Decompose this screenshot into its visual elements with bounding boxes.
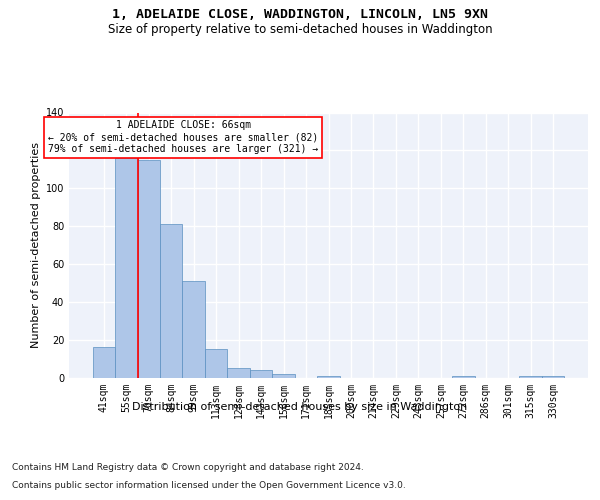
Bar [137,160,160,378]
Text: Contains public sector information licensed under the Open Government Licence v3: Contains public sector information licen… [12,481,406,490]
Bar [250,370,272,378]
Bar [452,376,475,378]
Text: Distribution of semi-detached houses by size in Waddington: Distribution of semi-detached houses by … [133,402,467,412]
Bar [115,158,137,378]
Bar [542,376,565,378]
Text: Contains HM Land Registry data © Crown copyright and database right 2024.: Contains HM Land Registry data © Crown c… [12,462,364,471]
Bar [92,347,115,378]
Bar [205,349,227,378]
Bar [160,224,182,378]
Bar [520,376,542,378]
Bar [227,368,250,378]
Text: 1 ADELAIDE CLOSE: 66sqm
← 20% of semi-detached houses are smaller (82)
79% of se: 1 ADELAIDE CLOSE: 66sqm ← 20% of semi-de… [48,120,319,154]
Text: Size of property relative to semi-detached houses in Waddington: Size of property relative to semi-detach… [107,22,493,36]
Bar [182,281,205,378]
Bar [272,374,295,378]
Bar [317,376,340,378]
Y-axis label: Number of semi-detached properties: Number of semi-detached properties [31,142,41,348]
Text: 1, ADELAIDE CLOSE, WADDINGTON, LINCOLN, LN5 9XN: 1, ADELAIDE CLOSE, WADDINGTON, LINCOLN, … [112,8,488,20]
